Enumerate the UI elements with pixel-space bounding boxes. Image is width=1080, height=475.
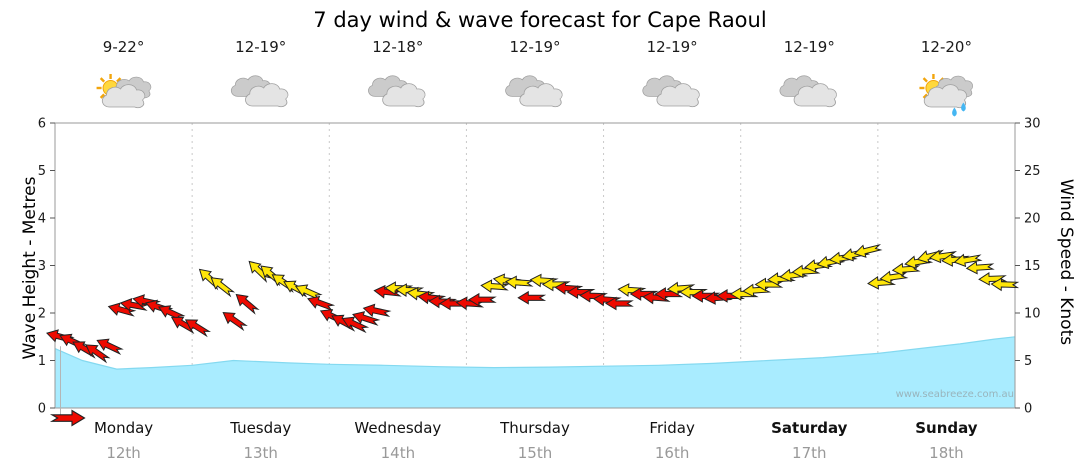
weather-icon-sun-shower: [919, 74, 974, 117]
wind-arrow-red: [107, 302, 137, 317]
wind-arrow-red: [307, 295, 336, 312]
weather-icon-clouds: [505, 75, 563, 107]
wind-arrow-yellow: [210, 277, 236, 298]
weather-icon-sun-cloud: [96, 74, 152, 108]
wave-axis-tick-label: 0: [38, 402, 46, 417]
day-date-label: 12th: [106, 444, 140, 462]
wind-axis-tick-label: 0: [1024, 402, 1032, 417]
wind-arrow-red: [85, 344, 111, 364]
day-date-label: 15th: [518, 444, 552, 462]
day-temp-range: 12-18°: [372, 38, 423, 56]
weather-icon-clouds: [368, 75, 426, 107]
day-name-label: Saturday: [771, 419, 848, 437]
wind-axis-tick-label: 10: [1024, 307, 1041, 322]
day-temp-range: 12-19°: [509, 38, 560, 56]
wave-axis-tick-label: 2: [38, 307, 46, 322]
day-name-label: Sunday: [915, 419, 978, 437]
day-name-label: Wednesday: [354, 419, 441, 437]
page-title: 7 day wind & wave forecast for Cape Raou…: [313, 8, 767, 32]
day-date-label: 18th: [929, 444, 963, 462]
day-date-label: 14th: [381, 444, 415, 462]
wind-axis-tick-label: 30: [1024, 117, 1041, 132]
watermark: www.seabreeze.com.au: [895, 389, 1014, 400]
raindrop-icon: [961, 102, 966, 112]
weather-icon-clouds: [230, 75, 289, 107]
wind-arrow-yellow: [990, 277, 1020, 292]
day-date-label: 17th: [792, 444, 826, 462]
day-temp-range: 12-19°: [235, 38, 286, 56]
wind-axis-tick-label: 25: [1024, 164, 1041, 179]
wind-arrow-red: [96, 338, 124, 355]
wave-axis-tick-label: 3: [38, 259, 46, 274]
day-temp-range: 12-19°: [647, 38, 698, 56]
wave-axis-tick-label: 4: [38, 212, 46, 227]
weather-icon-clouds: [642, 75, 700, 107]
wind-axis-tick-label: 20: [1024, 212, 1041, 227]
wave-height-area: [55, 336, 1015, 408]
day-date-label: 16th: [655, 444, 689, 462]
wind-arrow-red: [605, 296, 634, 311]
wind-arrow-yellow: [953, 253, 983, 268]
day-name-label: Thursday: [499, 419, 570, 437]
day-date-label: 13th: [243, 444, 277, 462]
day-temp-range: 12-20°: [921, 38, 972, 56]
wind-axis-tick-label: 15: [1024, 259, 1041, 274]
wave-axis-tick-label: 5: [38, 164, 46, 179]
wind-arrow-yellow: [480, 279, 510, 294]
day-name-label: Monday: [94, 419, 153, 437]
wind-arrow-red: [222, 312, 248, 332]
wind-arrow-yellow: [853, 243, 883, 258]
wind-arrow-red: [235, 293, 260, 315]
wind-arrow-red: [373, 284, 403, 299]
wave-axis-tick-label: 1: [38, 354, 46, 369]
wind-arrow-red: [352, 311, 381, 326]
wind-arrow-red: [362, 303, 392, 318]
wave-height-line: [54, 336, 1016, 370]
now-wind-arrow: [49, 409, 86, 427]
day-temp-range: 9-22°: [103, 38, 145, 56]
raindrop-icon: [952, 107, 957, 117]
wind-arrow-red: [467, 292, 497, 307]
wind-arrow-red: [158, 305, 186, 322]
wind-arrow-red: [184, 319, 212, 338]
wind-arrow-yellow: [965, 260, 995, 275]
wave-axis-tick-label: 6: [38, 117, 46, 132]
wind-arrow-red: [517, 290, 547, 305]
wind-arrow-yellow: [504, 275, 534, 290]
weather-icon-clouds: [779, 75, 837, 107]
wind-arrow-yellow: [295, 284, 323, 301]
day-name-label: Friday: [649, 419, 695, 437]
day-name-label: Tuesday: [229, 419, 291, 437]
wind-arrow-red: [341, 316, 370, 334]
wind-axis-tick-label: 5: [1024, 354, 1032, 369]
day-temp-range: 12-19°: [784, 38, 835, 56]
